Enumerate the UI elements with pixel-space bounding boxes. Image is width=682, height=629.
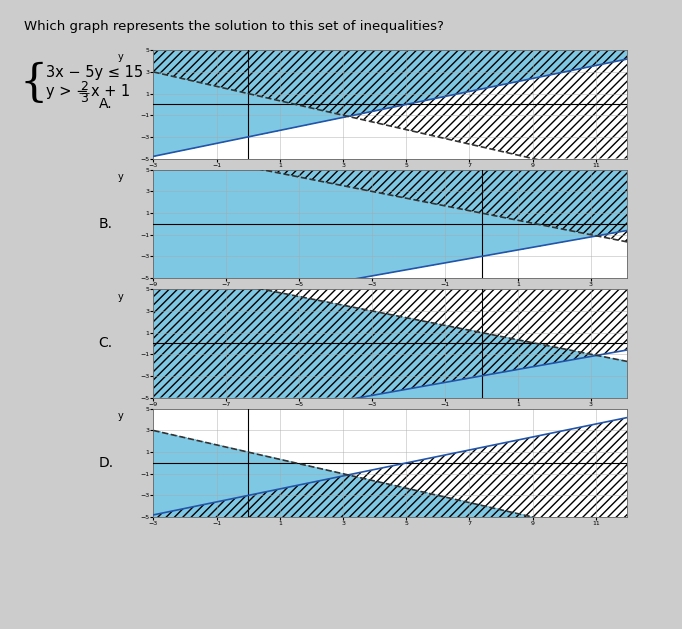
Text: y > −: y > − — [46, 84, 89, 99]
Text: —: — — [78, 88, 89, 98]
Text: y: y — [117, 411, 123, 421]
Text: y: y — [117, 291, 123, 301]
Text: 3: 3 — [80, 92, 89, 105]
Text: 3x − 5y ≤ 15: 3x − 5y ≤ 15 — [46, 65, 143, 80]
Text: B.: B. — [99, 217, 113, 231]
Text: Which graph represents the solution to this set of inequalities?: Which graph represents the solution to t… — [24, 20, 444, 33]
Text: y: y — [117, 52, 123, 62]
Text: D.: D. — [98, 456, 113, 470]
Text: {: { — [19, 62, 47, 105]
Text: 2: 2 — [80, 81, 89, 93]
Text: y: y — [117, 172, 123, 182]
Text: C.: C. — [99, 337, 113, 350]
Text: A.: A. — [99, 97, 113, 111]
Text: x + 1: x + 1 — [91, 84, 130, 99]
